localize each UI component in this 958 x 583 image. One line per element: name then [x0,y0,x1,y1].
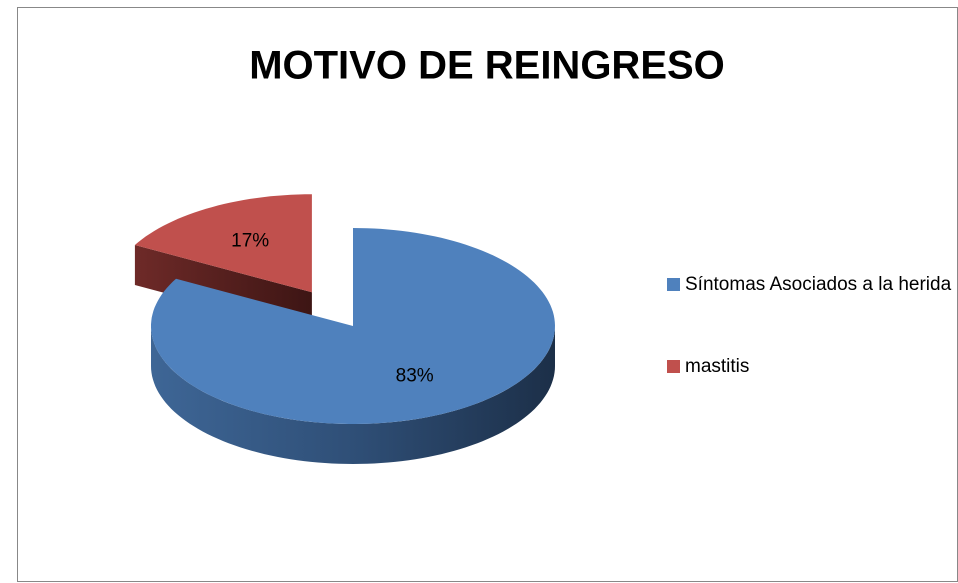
legend-label: Síntomas Asociados a la herida [685,274,952,295]
legend-item: mastitis [667,353,952,380]
slice-side [151,326,555,464]
chart-title: MOTIVO DE REINGRESO [249,44,725,88]
legend-swatch [667,360,680,373]
legend-swatch [667,278,680,291]
pie: 17% 83% [134,194,555,464]
slice [134,194,312,293]
data-label: 83% [396,366,434,387]
legend-item: Síntomas Asociados a la herida [667,271,952,298]
legend-label: mastitis [685,356,750,377]
slice [151,228,555,424]
data-label: 17% [231,231,269,252]
